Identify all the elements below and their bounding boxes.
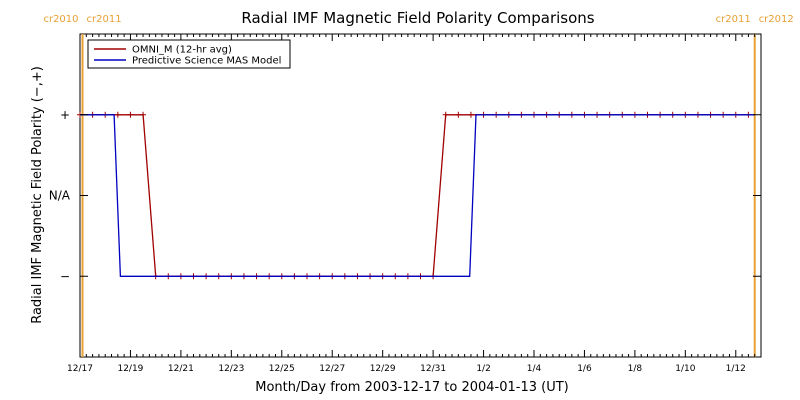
y-axis-label: Radial IMF Magnetic Field Polarity (−,+) — [30, 66, 45, 324]
data-point-marker — [467, 111, 474, 118]
x-tick-label: 12/23 — [218, 364, 244, 374]
legend-label-0: OMNI_M (12-hr avg) — [132, 45, 232, 56]
carrington-label-left: cr2011 — [716, 14, 751, 25]
carrington-label-right: cr2012 — [759, 14, 794, 25]
data-point-marker — [140, 111, 147, 118]
x-tick-label: 12/27 — [319, 364, 345, 374]
x-tick-label: 12/31 — [420, 364, 446, 374]
data-point-marker — [127, 111, 134, 118]
data-point-marker — [455, 111, 462, 118]
x-tick-label: 12/25 — [269, 364, 295, 374]
x-tick-label: 12/21 — [168, 364, 194, 374]
carrington-label-right: cr2011 — [87, 14, 122, 25]
x-tick-label: 1/8 — [628, 364, 643, 374]
legend-box — [87, 39, 291, 69]
x-tick-label: 1/10 — [675, 364, 695, 374]
x-tick-label: 1/6 — [577, 364, 592, 374]
carrington-label-left: cr2010 — [43, 14, 78, 25]
series-line-1 — [80, 114, 755, 277]
y-tick-label: − — [60, 269, 70, 283]
data-point-marker — [442, 111, 449, 118]
x-axis-label: Month/Day from 2003-12-17 to 2004-01-13 … — [255, 380, 568, 395]
x-tick-label: 1/12 — [726, 364, 746, 374]
x-tick-label: 1/4 — [527, 364, 542, 374]
x-tick-label: 12/29 — [370, 364, 396, 374]
legend-label-1: Predictive Science MAS Model — [132, 56, 281, 67]
y-tick-label: + — [60, 108, 70, 122]
chart-title: Radial IMF Magnetic Field Polarity Compa… — [241, 9, 594, 27]
y-tick-label: N/A — [49, 189, 71, 203]
x-tick-label: 12/19 — [117, 364, 143, 374]
series-line-0 — [80, 114, 749, 277]
plot-frame — [79, 33, 762, 358]
x-tick-label: 1/2 — [476, 364, 490, 374]
legend: OMNI_M (12-hr avg)Predictive Science MAS… — [87, 39, 291, 69]
data-point-marker — [114, 111, 121, 118]
x-tick-label: 12/17 — [67, 364, 93, 374]
